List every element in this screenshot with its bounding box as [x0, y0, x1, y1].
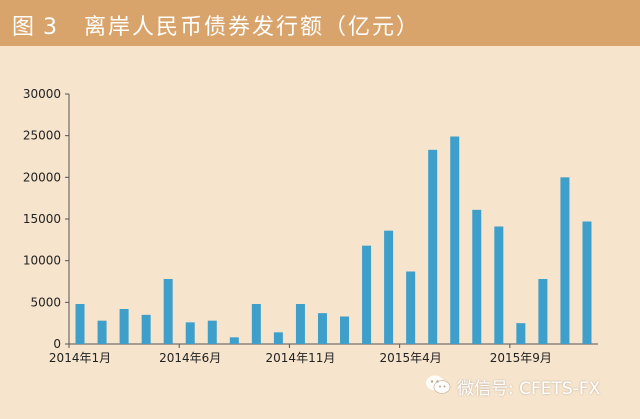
- wechat-icon: [426, 375, 451, 394]
- watermark-text: 微信号: CFETS-FX: [457, 379, 601, 399]
- bar: [163, 279, 173, 344]
- bar: [273, 332, 283, 344]
- y-tick-label: 0: [53, 337, 61, 351]
- bar: [229, 337, 239, 344]
- bar: [472, 209, 482, 344]
- y-tick-label: 5000: [30, 295, 61, 309]
- bar: [207, 320, 217, 344]
- bar: [362, 245, 372, 344]
- bar: [450, 136, 460, 344]
- bar: [251, 304, 261, 344]
- figure-label: 图 3: [12, 15, 58, 40]
- bar: [582, 221, 592, 344]
- y-tick-label: 25000: [23, 129, 61, 143]
- bar: [428, 149, 438, 344]
- bar: [494, 226, 504, 344]
- bar: [75, 304, 85, 344]
- x-tick-label: 2014年6月: [159, 351, 221, 365]
- bar: [406, 271, 416, 344]
- bar: [295, 304, 305, 344]
- x-tick-label: 2015年9月: [490, 351, 552, 365]
- bar: [97, 320, 107, 344]
- y-tick-label: 15000: [23, 212, 61, 226]
- bar: [384, 230, 394, 344]
- y-tick-label: 10000: [23, 254, 61, 268]
- title-bar: 图 3 离岸人民币债券发行额（亿元）: [0, 0, 640, 46]
- bar: [119, 309, 129, 344]
- bar: [560, 177, 570, 344]
- x-tick-label: 2014年11月: [266, 351, 336, 365]
- bar: [141, 314, 151, 344]
- bar: [317, 313, 327, 344]
- y-tick-label: 30000: [23, 87, 61, 101]
- bar: [516, 323, 526, 344]
- watermark: 微信号: CFETS-FX: [425, 372, 625, 400]
- y-tick-label: 20000: [23, 170, 61, 184]
- bar: [185, 322, 195, 344]
- chart-title: 离岸人民币债券发行额（亿元）: [84, 15, 421, 40]
- bar-chart: 0 5000 10000 15000 20000 25000 30000 2014年1月 201…: [23, 87, 598, 365]
- bar: [538, 279, 548, 344]
- bar: [340, 316, 350, 344]
- x-tick-label: 2014年1月: [49, 351, 111, 365]
- x-tick-label: 2015年4月: [380, 351, 442, 365]
